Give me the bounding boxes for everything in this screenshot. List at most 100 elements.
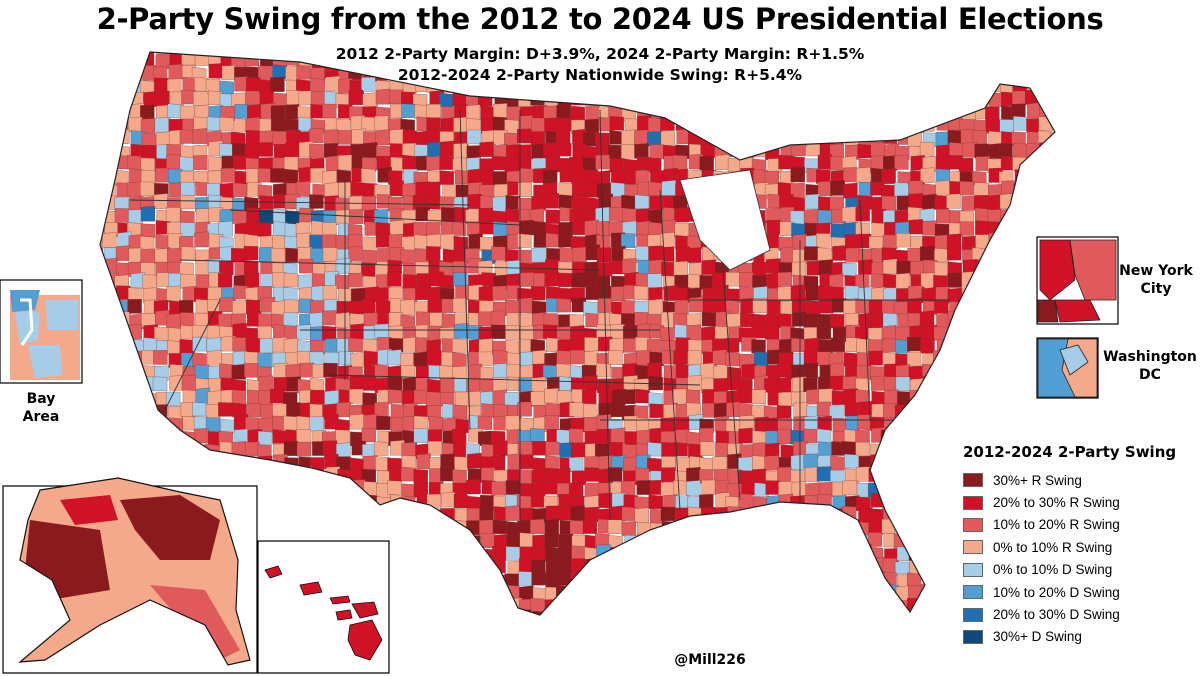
county-cell	[141, 431, 157, 446]
county-cell	[777, 271, 792, 287]
county-cell	[739, 103, 755, 118]
county-cell	[104, 90, 119, 105]
county-cell	[584, 118, 599, 134]
county-cell	[741, 79, 756, 94]
county-cell	[466, 479, 481, 495]
county-cell	[570, 584, 585, 599]
county-cell	[855, 466, 871, 482]
county-cell	[103, 351, 118, 366]
county-cell	[764, 104, 780, 120]
county-cell	[675, 572, 691, 587]
county-cell	[986, 194, 1001, 211]
county-cell	[998, 222, 1013, 238]
county-cell	[791, 103, 806, 120]
county-cell	[598, 492, 613, 508]
county-cell	[649, 570, 664, 586]
county-cell	[790, 522, 805, 537]
county-cell	[686, 324, 701, 340]
county-cell	[754, 77, 769, 92]
county-cell	[868, 92, 883, 108]
county-cell	[751, 518, 766, 535]
county-cell	[218, 272, 233, 288]
county-cell	[180, 454, 195, 470]
county-cell	[429, 599, 444, 614]
county-cell	[701, 312, 717, 327]
county-cell	[766, 219, 781, 235]
county-cell	[195, 52, 210, 54]
county-cell	[1013, 67, 1028, 83]
county-cell	[973, 119, 989, 134]
county-cell	[1038, 195, 1053, 210]
county-cell	[622, 571, 637, 587]
county-cell	[585, 63, 600, 79]
county-cell	[100, 376, 103, 391]
county-cell	[180, 274, 195, 289]
county-cell	[168, 417, 184, 432]
county-cell	[819, 104, 835, 121]
county-cell	[493, 440, 508, 456]
county-cell	[818, 506, 833, 522]
county-cell	[127, 155, 142, 170]
county-cell	[491, 52, 506, 66]
county-cell	[259, 90, 274, 105]
county-cell	[116, 455, 131, 471]
county-cell	[660, 506, 676, 521]
county-cell	[140, 118, 156, 134]
county-cell	[467, 363, 483, 380]
county-cell	[155, 455, 170, 471]
county-cell	[519, 219, 534, 236]
county-cell	[999, 52, 1014, 53]
county-cell	[192, 336, 207, 352]
county-cell	[662, 54, 677, 69]
county-cell	[257, 430, 273, 446]
county-cell	[921, 545, 937, 561]
county-cell	[401, 547, 417, 562]
county-cell	[686, 104, 701, 120]
county-cell	[791, 506, 806, 521]
county-cell	[272, 64, 287, 79]
county-cell	[348, 246, 363, 262]
county-cell	[738, 547, 753, 562]
county-cell	[569, 519, 585, 535]
county-cell	[389, 143, 405, 158]
county-cell	[101, 324, 116, 341]
county-cell	[922, 220, 937, 236]
county-cell	[401, 535, 416, 550]
county-cell	[713, 518, 729, 534]
county-cell	[361, 298, 376, 314]
county-cell	[673, 442, 688, 457]
county-cell	[818, 91, 834, 107]
county-cell	[778, 573, 793, 588]
county-cell	[219, 297, 234, 313]
county-cell	[478, 586, 493, 602]
county-cell	[1024, 52, 1039, 54]
county-cell	[285, 247, 300, 263]
county-cell	[310, 167, 325, 183]
county-cell	[687, 52, 702, 67]
county-cell	[100, 402, 104, 418]
county-cell	[166, 391, 181, 407]
county-cell	[193, 91, 208, 106]
county-cell	[870, 273, 885, 288]
county-cell	[232, 143, 247, 158]
county-cell	[558, 64, 573, 81]
county-cell	[858, 259, 873, 275]
county-cell	[909, 430, 924, 446]
county-cell	[413, 587, 428, 602]
county-cell	[999, 404, 1014, 420]
county-cell	[478, 286, 494, 302]
county-cell	[832, 65, 847, 81]
county-cell	[883, 105, 898, 120]
county-cell	[440, 377, 455, 393]
county-cell	[610, 505, 626, 522]
county-cell	[389, 522, 404, 538]
county-cell	[725, 272, 740, 287]
county-cell	[143, 443, 158, 458]
county-cell	[793, 402, 808, 418]
county-cell	[324, 519, 339, 534]
county-cell	[530, 391, 545, 406]
county-cell	[518, 297, 533, 313]
county-cell	[478, 338, 493, 354]
county-cell	[829, 375, 845, 391]
county-cell	[530, 518, 545, 534]
